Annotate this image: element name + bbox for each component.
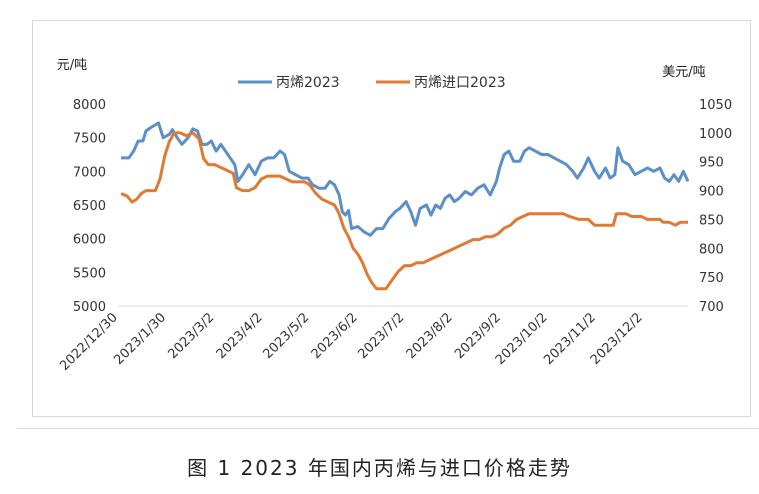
- series-line: [120, 131, 688, 291]
- left-tick-label: 7000: [73, 165, 106, 180]
- x-tick-label: 2023/3/2: [165, 310, 217, 362]
- x-tick-label: 2023/1/30: [111, 310, 169, 368]
- x-tick-label: 2023/4/2: [214, 310, 266, 362]
- x-tick-label: 2023/7/2: [355, 310, 407, 362]
- right-axis-ticks: 1050 1000 950 900 850 800 750 700: [699, 98, 732, 315]
- right-tick-label: 700: [699, 300, 724, 315]
- caption-separator: [17, 428, 759, 429]
- x-tick-label: 2022/12/30: [57, 310, 121, 374]
- left-axis-ticks: 8000 7500 7000 6500 6000 5500 5000: [73, 98, 106, 315]
- left-axis-unit: 元/吨: [57, 58, 87, 73]
- figure-caption: 图 1 2023 年国内丙烯与进口价格走势: [187, 456, 572, 480]
- series-lines: [120, 121, 690, 291]
- left-tick-label: 8000: [73, 98, 106, 113]
- right-tick-label: 900: [699, 185, 724, 200]
- x-tick-label: 2023/6/2: [309, 310, 361, 362]
- right-tick-label: 850: [699, 213, 724, 228]
- series-line: [121, 121, 690, 237]
- right-axis-unit: 美元/吨: [662, 65, 705, 80]
- legend-label: 丙烯2023: [276, 75, 340, 91]
- x-tick-label: 2023/8/2: [404, 310, 456, 362]
- right-tick-label: 1000: [699, 127, 732, 142]
- right-tick-label: 950: [699, 156, 724, 171]
- x-tick-label: 2023/5/2: [260, 310, 312, 362]
- right-tick-label: 750: [699, 271, 724, 286]
- left-tick-label: 6000: [73, 233, 106, 248]
- left-tick-label: 5500: [73, 266, 106, 281]
- left-tick-label: 7500: [73, 132, 106, 147]
- left-tick-label: 5000: [73, 300, 106, 315]
- right-tick-label: 1050: [699, 98, 732, 113]
- x-axis-ticks: 2022/12/302023/1/302023/3/22023/4/22023/…: [57, 310, 645, 374]
- legend-label: 丙烯进口2023: [414, 75, 506, 91]
- right-tick-label: 800: [699, 242, 724, 257]
- legend: 丙烯2023 丙烯进口2023: [238, 75, 506, 91]
- left-tick-label: 6500: [73, 199, 106, 214]
- chart-frame: [32, 20, 751, 417]
- chart: 元/吨 美元/吨 丙烯2023 丙烯进口2023 8000 7500 7000 6500…: [57, 58, 732, 374]
